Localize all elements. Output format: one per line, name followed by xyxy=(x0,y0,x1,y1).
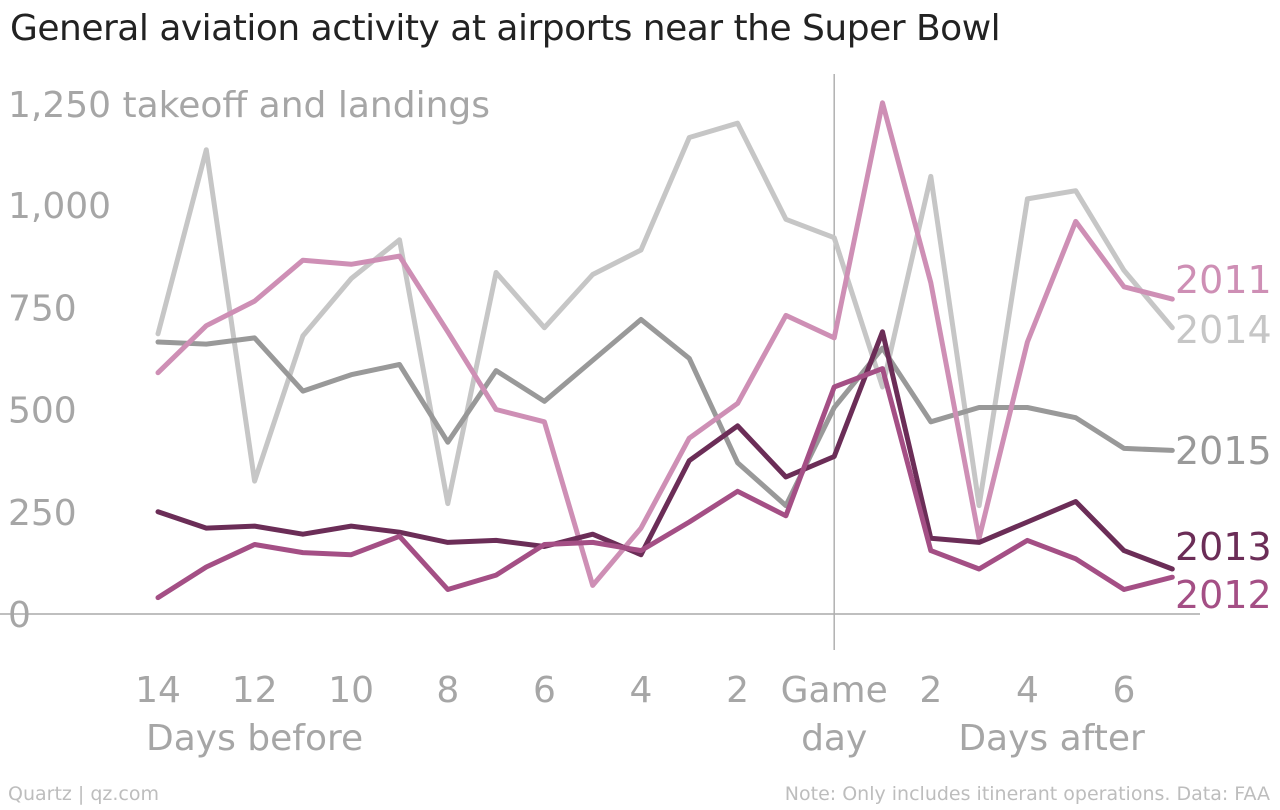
x-tick-label: 4 xyxy=(630,670,653,711)
y-axis-unit-label: 1,250 takeoff and landings xyxy=(8,85,490,126)
y-tick-label: 750 xyxy=(8,288,77,329)
x-group-label: day xyxy=(801,718,867,759)
series-label-2012: 2012 xyxy=(1175,573,1272,617)
series-line-2011 xyxy=(155,100,1175,588)
x-tick-label: 12 xyxy=(232,670,278,711)
y-tick-label: 250 xyxy=(8,493,77,534)
x-tick-label: 10 xyxy=(328,670,374,711)
x-group-label: Days before xyxy=(146,718,363,759)
x-tick-label: 4 xyxy=(1016,670,1039,711)
data-note: Note: Only includes itinerant operations… xyxy=(784,783,1270,805)
x-tick-label: 14 xyxy=(135,670,181,711)
y-tick-label: 500 xyxy=(8,391,77,432)
x-tick-label: 2 xyxy=(726,670,749,711)
source-credit: Quartz | qz.com xyxy=(8,783,160,805)
x-tick-label: Game xyxy=(781,670,888,711)
series-label-2011: 2011 xyxy=(1175,258,1272,302)
series-label-2013: 2013 xyxy=(1175,525,1272,569)
x-tick-label: 6 xyxy=(1113,670,1136,711)
series-line-2014 xyxy=(155,120,1175,509)
series-line-2012 xyxy=(155,366,1175,601)
x-group-label: Days after xyxy=(958,718,1145,759)
series-line-2015 xyxy=(155,317,1175,509)
x-tick-label: 6 xyxy=(533,670,556,711)
axis-layer: 1,250 takeoff and landings 0 250 500 750 1,00… xyxy=(0,74,1200,759)
y-tick-label: 1,000 xyxy=(8,186,111,227)
series-label-2014: 2014 xyxy=(1175,308,1272,352)
x-tick-label: 2 xyxy=(919,670,942,711)
y-tick-label: 0 xyxy=(8,595,31,636)
x-tick-label: 8 xyxy=(436,670,459,711)
series-layer xyxy=(155,100,1175,601)
chart-title: General aviation activity at airports ne… xyxy=(10,8,1001,49)
series-line-2013 xyxy=(155,329,1175,572)
series-label-2015: 2015 xyxy=(1175,429,1272,473)
